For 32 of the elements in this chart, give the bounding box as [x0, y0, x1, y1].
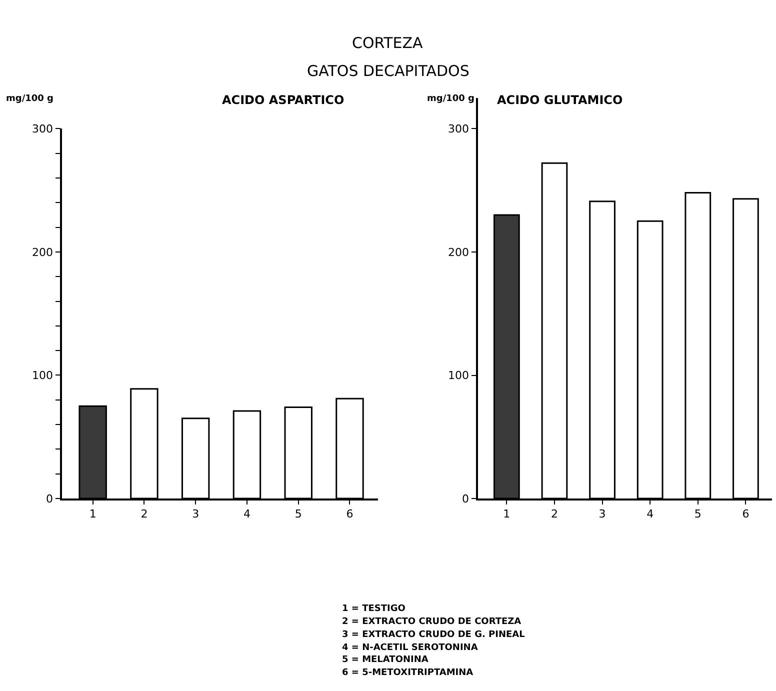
y-tick-label: 0: [462, 492, 470, 506]
y-tick-label: 100: [448, 369, 470, 382]
text: 2 = EXTRACTO CRUDO DE CORTEZA: [342, 617, 522, 627]
text: 1 = TESTIGO: [342, 604, 406, 614]
text: CORTEZA: [352, 34, 424, 52]
y-axis-title: mg/100 g: [427, 94, 474, 104]
y-tick-label: 200: [448, 246, 470, 259]
y-tick-label: 0: [46, 492, 54, 506]
x-tick-label: 5: [294, 508, 302, 521]
text: 6 = 5-METOXITRIPTAMINA: [342, 668, 474, 678]
x-tick-label: 2: [140, 508, 148, 521]
x-tick-label: 6: [346, 508, 354, 521]
x-tick-label: 6: [742, 508, 750, 521]
x-tick-label: 4: [243, 508, 250, 521]
y-axis-title: mg/100 g: [6, 94, 54, 104]
x-tick-label: 1: [89, 508, 96, 521]
text: 3 = EXTRACTO CRUDO DE G. PINEAL: [342, 630, 526, 640]
x-tick-label: 4: [646, 508, 654, 521]
x-tick-label: 1: [503, 508, 510, 521]
x-tick-label: 3: [598, 508, 606, 521]
chart-title: ACIDO ASPARTICO: [222, 93, 344, 107]
x-tick-label: 5: [694, 508, 702, 521]
x-tick-label: 2: [550, 508, 558, 521]
y-tick-label: 200: [32, 246, 54, 259]
y-tick-label: 300: [32, 122, 54, 136]
text: 4 = N-ACETIL SEROTONINA: [342, 643, 478, 653]
text: 5 = MELATONINA: [342, 655, 428, 665]
y-tick-label: 300: [448, 122, 470, 136]
chart-title: ACIDO GLUTAMICO: [497, 93, 623, 107]
x-tick-label: 3: [192, 508, 200, 521]
text: GATOS DECAPITADOS: [307, 62, 470, 80]
y-tick-label: 100: [32, 369, 54, 382]
